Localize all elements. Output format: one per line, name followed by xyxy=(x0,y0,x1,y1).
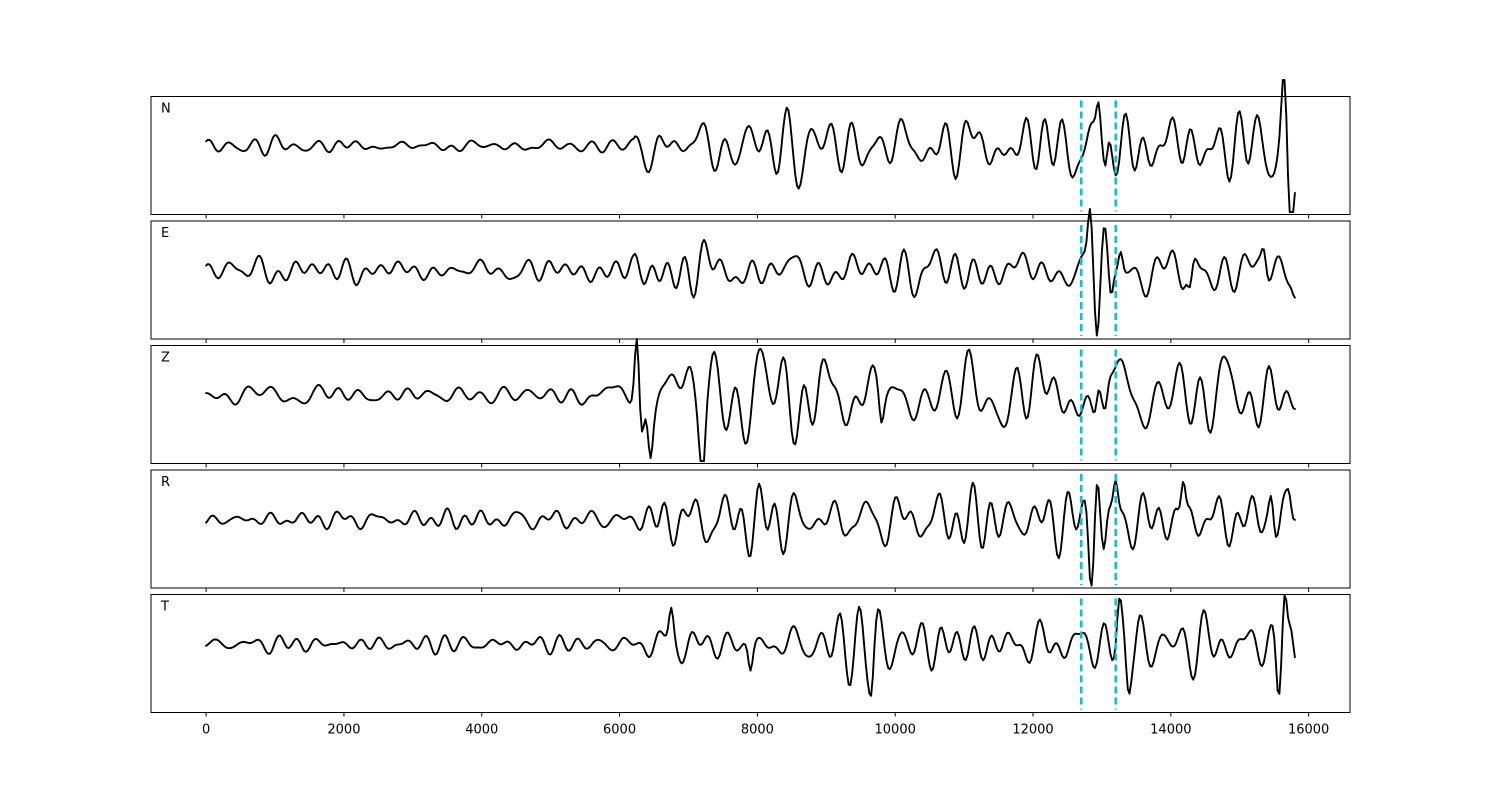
waveform-trace xyxy=(205,478,1296,587)
x-tick-label: 6000 xyxy=(603,723,636,738)
waveform-trace xyxy=(205,79,1296,214)
panel-label: E xyxy=(161,226,169,241)
panel-frame xyxy=(150,594,1351,713)
x-tick-label: 12000 xyxy=(1012,723,1053,738)
x-tick-label: 0 xyxy=(202,723,210,738)
x-tick-label: 8000 xyxy=(741,723,774,738)
x-tick-label: 16000 xyxy=(1288,723,1329,738)
panel-frame xyxy=(150,469,1351,589)
waveform-trace xyxy=(205,594,1296,697)
x-tick-label: 4000 xyxy=(465,723,498,738)
panel-e: E xyxy=(150,207,1351,343)
panel-label: N xyxy=(161,102,171,117)
panel-z: Z xyxy=(150,337,1351,468)
x-tick-label: 2000 xyxy=(327,723,360,738)
panel-t: T xyxy=(150,594,1351,717)
panel-frame xyxy=(150,96,1351,215)
waveform-trace xyxy=(205,337,1296,463)
panel-label: R xyxy=(161,475,170,490)
panel-r: R xyxy=(150,469,1351,592)
x-tick-label: 14000 xyxy=(1150,723,1191,738)
panel-n: N xyxy=(150,79,1351,219)
panel-label: T xyxy=(160,600,169,615)
panel-frame xyxy=(150,220,1351,340)
panel-frame xyxy=(150,345,1351,464)
waveform-trace xyxy=(205,207,1296,337)
panel-label: Z xyxy=(161,351,170,366)
x-tick-label: 10000 xyxy=(875,723,916,738)
